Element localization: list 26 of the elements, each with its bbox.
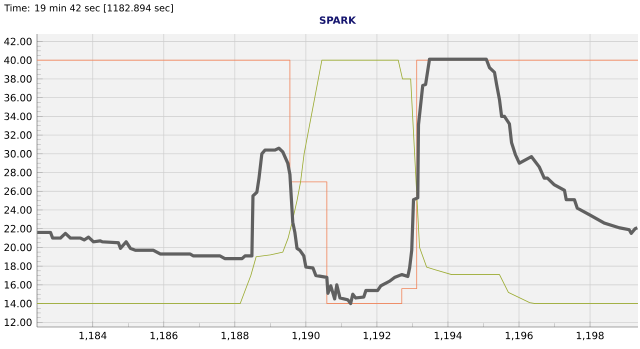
x-tick-label: 1,194 <box>434 332 462 340</box>
y-tick-label: 16.00 <box>4 281 32 289</box>
x-tick-label: 1,186 <box>150 332 178 340</box>
chart-title: SPARK <box>320 16 356 24</box>
y-tick-label: 36.00 <box>4 94 32 102</box>
y-tick-label: 38.00 <box>4 75 32 83</box>
y-tick-label: 34.00 <box>4 112 32 120</box>
y-tick-label: 26.00 <box>4 187 32 196</box>
y-tick-label: 28.00 <box>4 168 32 176</box>
text: Time: 19 min 42 sec [1182.894 sec] <box>4 4 173 13</box>
x-tick-label: 1,196 <box>506 332 533 340</box>
x-tick-label: 1,188 <box>222 332 248 340</box>
y-tick-label: 22.00 <box>4 224 32 232</box>
y-tick-label: 42.00 <box>4 38 32 46</box>
y-tick-label: 40.00 <box>4 56 32 64</box>
y-tick-label: 12.00 <box>4 318 32 326</box>
x-tick-label: 1,184 <box>80 332 107 340</box>
y-tick-label: 20.00 <box>4 244 32 252</box>
y-tick-label: 24.00 <box>4 206 32 214</box>
y-tick-label: 18.00 <box>4 262 32 270</box>
x-tick-label: 1,190 <box>292 332 320 340</box>
y-tick-label: 14.00 <box>4 300 32 308</box>
x-tick-label: 1,198 <box>576 332 604 340</box>
y-tick-label: 30.00 <box>4 150 32 158</box>
x-tick-label: 1,192 <box>364 332 390 340</box>
y-tick-label: 32.00 <box>4 131 32 139</box>
